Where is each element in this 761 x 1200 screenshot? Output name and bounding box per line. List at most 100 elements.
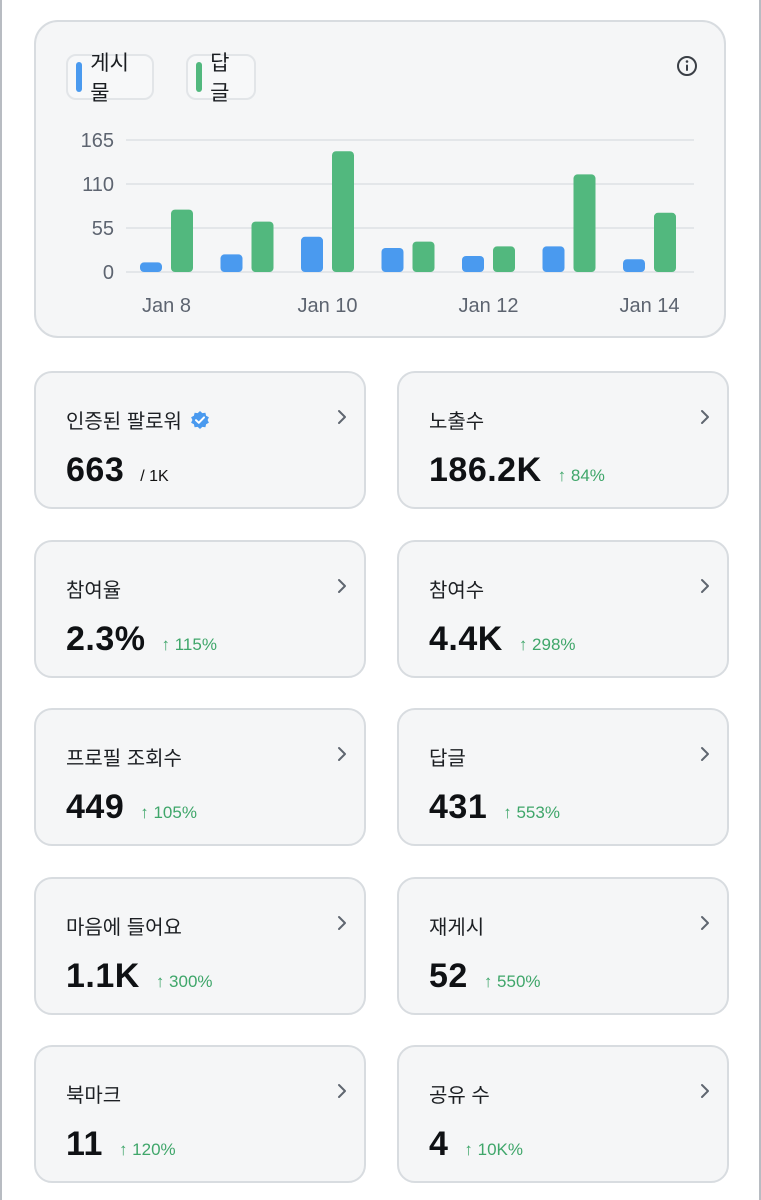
x-tick-label: Jan 14: [619, 295, 679, 317]
bar-posts[interactable]: [301, 236, 323, 272]
chevron-right-icon: [695, 913, 715, 933]
stat-label: 북마크: [66, 1085, 122, 1107]
bar-replies[interactable]: [171, 209, 193, 272]
stat-label-row: 공유 수: [429, 1079, 490, 1108]
stat-label: 참여수: [429, 579, 485, 602]
stat-card[interactable]: 북마크 11 ↑ 120%: [34, 1045, 366, 1183]
stat-value: 186.2K: [429, 451, 542, 489]
stat-value: 52: [429, 956, 468, 995]
stat-value-row: 52 ↑ 550%: [429, 957, 541, 996]
legend-replies-label: 답글: [210, 52, 230, 105]
stat-card[interactable]: 노출수 186.2K ↑ 84%: [397, 371, 729, 509]
stat-value-row: 431 ↑ 553%: [429, 788, 560, 827]
stat-change: ↑ 120%: [118, 1140, 176, 1159]
stat-label-row: 북마크: [66, 1079, 121, 1108]
stat-value-row: 2.3% ↑ 115%: [66, 620, 217, 659]
stat-card[interactable]: 마음에 들어요 1.1K ↑ 300%: [34, 876, 366, 1015]
stat-label-row: 참여율: [66, 574, 121, 603]
y-tick-label: 55: [92, 218, 114, 240]
stat-label: 공유 수: [429, 1085, 490, 1107]
stat-card[interactable]: 재게시 52 ↑ 550%: [397, 876, 729, 1015]
bar-posts[interactable]: [140, 262, 162, 272]
bar-replies[interactable]: [251, 221, 274, 272]
stat-value-row: 1.1K ↑ 300%: [66, 957, 213, 996]
stat-value: 2.3%: [66, 619, 146, 658]
stat-value: 449: [66, 788, 125, 826]
chevron-right-icon: [695, 576, 715, 596]
stat-change: ↑ 115%: [161, 634, 217, 654]
stat-label-row: 인증된 팔로워: [66, 405, 210, 434]
y-tick-label: 0: [103, 262, 114, 284]
stat-value: 11: [66, 1125, 103, 1163]
stat-value: 431: [429, 788, 488, 826]
bar-posts[interactable]: [542, 246, 565, 272]
chevron-right-icon: [695, 1081, 715, 1101]
x-tick-label: Jan 12: [458, 295, 518, 317]
chevron-right-icon: [332, 576, 352, 596]
stat-card[interactable]: 인증된 팔로워 663 / 1K: [34, 371, 366, 509]
stat-value: 4: [429, 1125, 449, 1163]
bar-posts[interactable]: [220, 254, 243, 272]
stat-label: 마음에 들어요: [66, 916, 182, 939]
stat-label: 프로필 조회수: [66, 748, 182, 770]
stat-change: ↑ 105%: [140, 803, 197, 822]
stat-label-row: 참여수: [429, 574, 484, 603]
bar-replies[interactable]: [412, 241, 435, 272]
stat-change: ↑ 550%: [483, 971, 541, 991]
stat-subtotal: / 1K: [140, 468, 169, 485]
stat-label-row: 재게시: [429, 911, 484, 940]
replies-color-swatch: [196, 62, 203, 92]
bar-posts[interactable]: [381, 248, 404, 272]
y-tick-label: 110: [82, 174, 114, 196]
bar-chart: 0 55 110 165 Jan 8 Jan 10 Jan 12 Jan 14: [81, 130, 694, 317]
stat-value: 1.1K: [66, 956, 140, 995]
x-tick-label: Jan 8: [142, 295, 191, 317]
stat-value: 663: [66, 451, 125, 489]
stat-value-row: 4.4K ↑ 298%: [429, 620, 576, 659]
stat-label-row: 노출수: [429, 405, 484, 434]
stat-change: ↑ 553%: [503, 803, 560, 822]
stat-value-row: 449 ↑ 105%: [66, 788, 197, 827]
chevron-right-icon: [332, 913, 352, 933]
chevron-right-icon: [695, 407, 715, 427]
bar-posts[interactable]: [623, 259, 645, 272]
stat-card[interactable]: 공유 수 4 ↑ 10K%: [397, 1045, 729, 1183]
stat-value: 4.4K: [429, 619, 503, 658]
chevron-right-icon: [332, 744, 352, 764]
stat-change: ↑ 10K%: [464, 1140, 524, 1159]
stat-label-row: 답글: [429, 742, 466, 771]
stat-value-row: 11 ↑ 120%: [66, 1125, 176, 1164]
stat-change: ↑ 84%: [557, 466, 605, 485]
stat-value-row: 4 ↑ 10K%: [429, 1125, 523, 1164]
stat-label: 노출수: [429, 411, 485, 433]
legend-replies-toggle[interactable]: 답글: [186, 52, 256, 105]
stat-value-row: 663 / 1K: [66, 451, 169, 490]
stat-card[interactable]: 참여수 4.4K ↑ 298%: [397, 539, 729, 678]
chevron-right-icon: [332, 1081, 352, 1101]
activity-chart-card: 게시물 답글 0 55 110 165 Jan 8 Jan 10 Jan 12 Jan 14: [34, 20, 726, 338]
left-frame-edge: [0, 0, 2, 1200]
stat-change: ↑ 300%: [155, 971, 213, 991]
bar-replies[interactable]: [332, 151, 354, 272]
stat-label-row: 마음에 들어요: [66, 911, 182, 940]
stat-card[interactable]: 참여율 2.3% ↑ 115%: [34, 539, 366, 678]
bar-replies[interactable]: [493, 246, 515, 272]
stat-change: ↑ 298%: [518, 634, 576, 654]
y-tick-label: 165: [81, 130, 114, 152]
bar-posts[interactable]: [462, 256, 484, 272]
stat-label: 재게시: [429, 916, 485, 939]
legend-posts-toggle[interactable]: 게시물: [66, 52, 154, 105]
x-tick-label: Jan 10: [297, 295, 357, 317]
stat-label: 인증된 팔로워: [66, 411, 182, 433]
right-frame-edge: [759, 0, 761, 1200]
stat-card[interactable]: 답글 431 ↑ 553%: [397, 708, 729, 846]
bar-replies[interactable]: [654, 212, 676, 272]
stat-card[interactable]: 프로필 조회수 449 ↑ 105%: [34, 708, 366, 846]
bar-replies[interactable]: [573, 174, 596, 272]
stat-label-row: 프로필 조회수: [66, 742, 182, 771]
stat-label: 답글: [429, 748, 466, 770]
stat-value-row: 186.2K ↑ 84%: [429, 451, 605, 490]
legend-posts-label: 게시물: [90, 52, 129, 105]
info-icon[interactable]: [676, 55, 698, 77]
stat-label: 참여율: [66, 579, 122, 602]
